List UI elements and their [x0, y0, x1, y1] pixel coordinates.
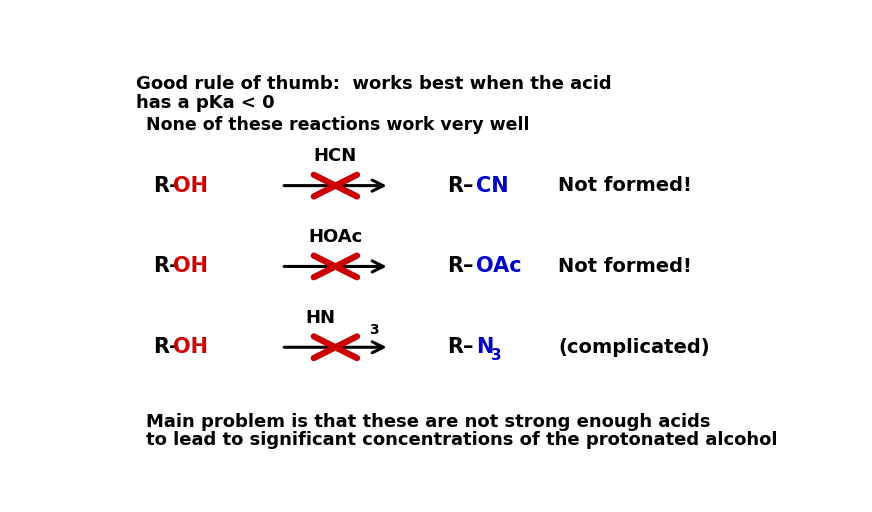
Text: has a pKa < 0: has a pKa < 0	[136, 94, 275, 112]
Text: OH: OH	[174, 337, 208, 357]
Text: R–: R–	[446, 257, 473, 276]
Text: R–: R–	[446, 176, 473, 196]
Text: N: N	[476, 337, 494, 357]
Text: 3: 3	[491, 349, 502, 364]
Text: 3: 3	[369, 323, 378, 336]
Text: OH: OH	[174, 257, 208, 276]
Text: HN: HN	[305, 309, 336, 327]
Text: None of these reactions work very well: None of these reactions work very well	[146, 116, 529, 134]
Text: OH: OH	[174, 176, 208, 196]
Text: Not formed!: Not formed!	[558, 176, 692, 195]
Text: to lead to significant concentrations of the protonated alcohol: to lead to significant concentrations of…	[146, 431, 778, 449]
Text: R–: R–	[446, 337, 473, 357]
Text: R–: R–	[153, 257, 180, 276]
Text: Good rule of thumb:  works best when the acid: Good rule of thumb: works best when the …	[136, 75, 611, 93]
Text: (complicated): (complicated)	[558, 338, 710, 357]
Text: R–: R–	[153, 176, 180, 196]
Text: R–: R–	[153, 337, 180, 357]
Text: OAc: OAc	[476, 257, 521, 276]
Text: HOAc: HOAc	[309, 228, 363, 246]
Text: CN: CN	[476, 176, 508, 196]
Text: Main problem is that these are not strong enough acids: Main problem is that these are not stron…	[146, 413, 711, 431]
Text: Not formed!: Not formed!	[558, 257, 692, 276]
Text: HCN: HCN	[314, 147, 357, 165]
